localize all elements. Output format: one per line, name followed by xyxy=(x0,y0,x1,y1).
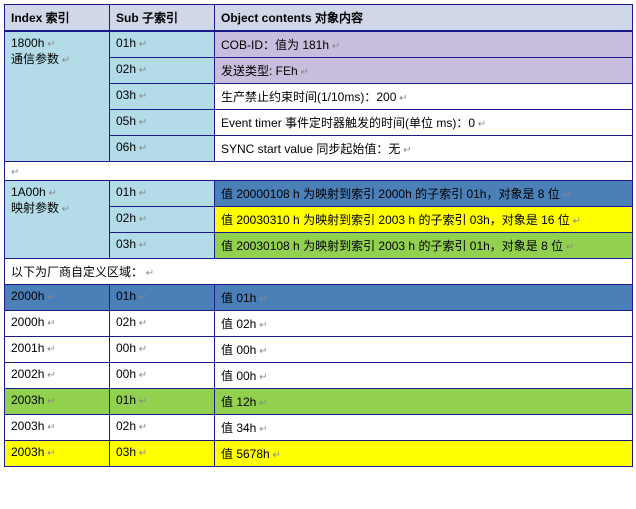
table-row: 1A00h ↵ 映射参数 ↵ 01h ↵ 值 20000108 h 为映射到索引… xyxy=(5,181,633,207)
content-cell: 生产禁止约束时间(1/10ms)：200 ↵ xyxy=(215,84,633,110)
sub-cell: 02h ↵ xyxy=(110,415,215,441)
content-cell: 发送类型: FEh ↵ xyxy=(215,58,633,84)
content-cell: 值 02h ↵ xyxy=(215,311,633,337)
sub-cell: 01h ↵ xyxy=(110,181,215,207)
index-cell: 2002h ↵ xyxy=(5,363,110,389)
content-cell: 值 5678h ↵ xyxy=(215,441,633,467)
content-cell: 值 00h ↵ xyxy=(215,337,633,363)
content-cell: 值 20030310 h 为映射到索引 2003 h 的子索引 03h，对象是 … xyxy=(215,207,633,233)
table-row: 2000h ↵ 02h ↵ 值 02h ↵ xyxy=(5,311,633,337)
content-cell: 值 01h ↵ xyxy=(215,285,633,311)
sub-cell: 03h ↵ xyxy=(110,233,215,259)
separator-row: ↵ xyxy=(5,162,633,181)
content-cell: 值 20030108 h 为映射到索引 2003 h 的子索引 01h，对象是 … xyxy=(215,233,633,259)
index-value: 1800h xyxy=(11,36,44,50)
sub-cell: 02h ↵ xyxy=(110,311,215,337)
index-desc: 映射参数 xyxy=(11,201,59,215)
sub-cell: 06h ↵ xyxy=(110,136,215,162)
index-cell: 2000h ↵ xyxy=(5,311,110,337)
index-cell: 2003h ↵ xyxy=(5,389,110,415)
sub-cell: 01h ↵ xyxy=(110,389,215,415)
content-cell: 值 20000108 h 为映射到索引 2000h 的子索引 01h，对象是 8… xyxy=(215,181,633,207)
table-row: 2003h ↵ 02h ↵ 值 34h ↵ xyxy=(5,415,633,441)
index-cell: 2000h ↵ xyxy=(5,285,110,311)
content-cell: COB-ID：值为 181h ↵ xyxy=(215,31,633,58)
index-cell: 1A00h ↵ 映射参数 ↵ xyxy=(5,181,110,259)
sub-cell: 01h ↵ xyxy=(110,285,215,311)
note-row: 以下为厂商自定义区域： ↵ xyxy=(5,259,633,285)
header-row: Index 索引 Sub 子索引 Object contents 对象内容 xyxy=(5,5,633,32)
sub-cell: 02h ↵ xyxy=(110,58,215,84)
table-row: 1800h ↵ 通信参数 ↵ 01h ↵ COB-ID：值为 181h ↵ xyxy=(5,31,633,58)
index-cell: 1800h ↵ 通信参数 ↵ xyxy=(5,31,110,162)
table-row: 2003h ↵ 03h ↵ 值 5678h ↵ xyxy=(5,441,633,467)
sub-cell: 00h ↵ xyxy=(110,337,215,363)
content-cell: Event timer 事件定时器触发的时间(单位 ms)：0 ↵ xyxy=(215,110,633,136)
index-cell: 2003h ↵ xyxy=(5,441,110,467)
index-cell: 2001h ↵ xyxy=(5,337,110,363)
index-desc: 通信参数 xyxy=(11,52,59,66)
index-value: 1A00h xyxy=(11,185,46,199)
table-row: 2001h ↵ 00h ↵ 值 00h ↵ xyxy=(5,337,633,363)
content-cell: 值 00h ↵ xyxy=(215,363,633,389)
object-dictionary-table: Index 索引 Sub 子索引 Object contents 对象内容 18… xyxy=(4,4,633,467)
table-row: 2002h ↵ 00h ↵ 值 00h ↵ xyxy=(5,363,633,389)
note-text: 以下为厂商自定义区域： ↵ xyxy=(5,259,633,285)
sub-cell: 02h ↵ xyxy=(110,207,215,233)
sub-cell: 03h ↵ xyxy=(110,84,215,110)
header-sub: Sub 子索引 xyxy=(110,5,215,32)
sub-cell: 05h ↵ xyxy=(110,110,215,136)
table-row: 2000h ↵ 01h ↵ 值 01h ↵ xyxy=(5,285,633,311)
index-cell: 2003h ↵ xyxy=(5,415,110,441)
header-content: Object contents 对象内容 xyxy=(215,5,633,32)
sub-cell: 01h ↵ xyxy=(110,31,215,58)
content-cell: 值 12h ↵ xyxy=(215,389,633,415)
header-index: Index 索引 xyxy=(5,5,110,32)
content-cell: SYNC start value 同步起始值：无 ↵ xyxy=(215,136,633,162)
sub-cell: 03h ↵ xyxy=(110,441,215,467)
sub-cell: 00h ↵ xyxy=(110,363,215,389)
table-row: 2003h ↵ 01h ↵ 值 12h ↵ xyxy=(5,389,633,415)
content-cell: 值 34h ↵ xyxy=(215,415,633,441)
